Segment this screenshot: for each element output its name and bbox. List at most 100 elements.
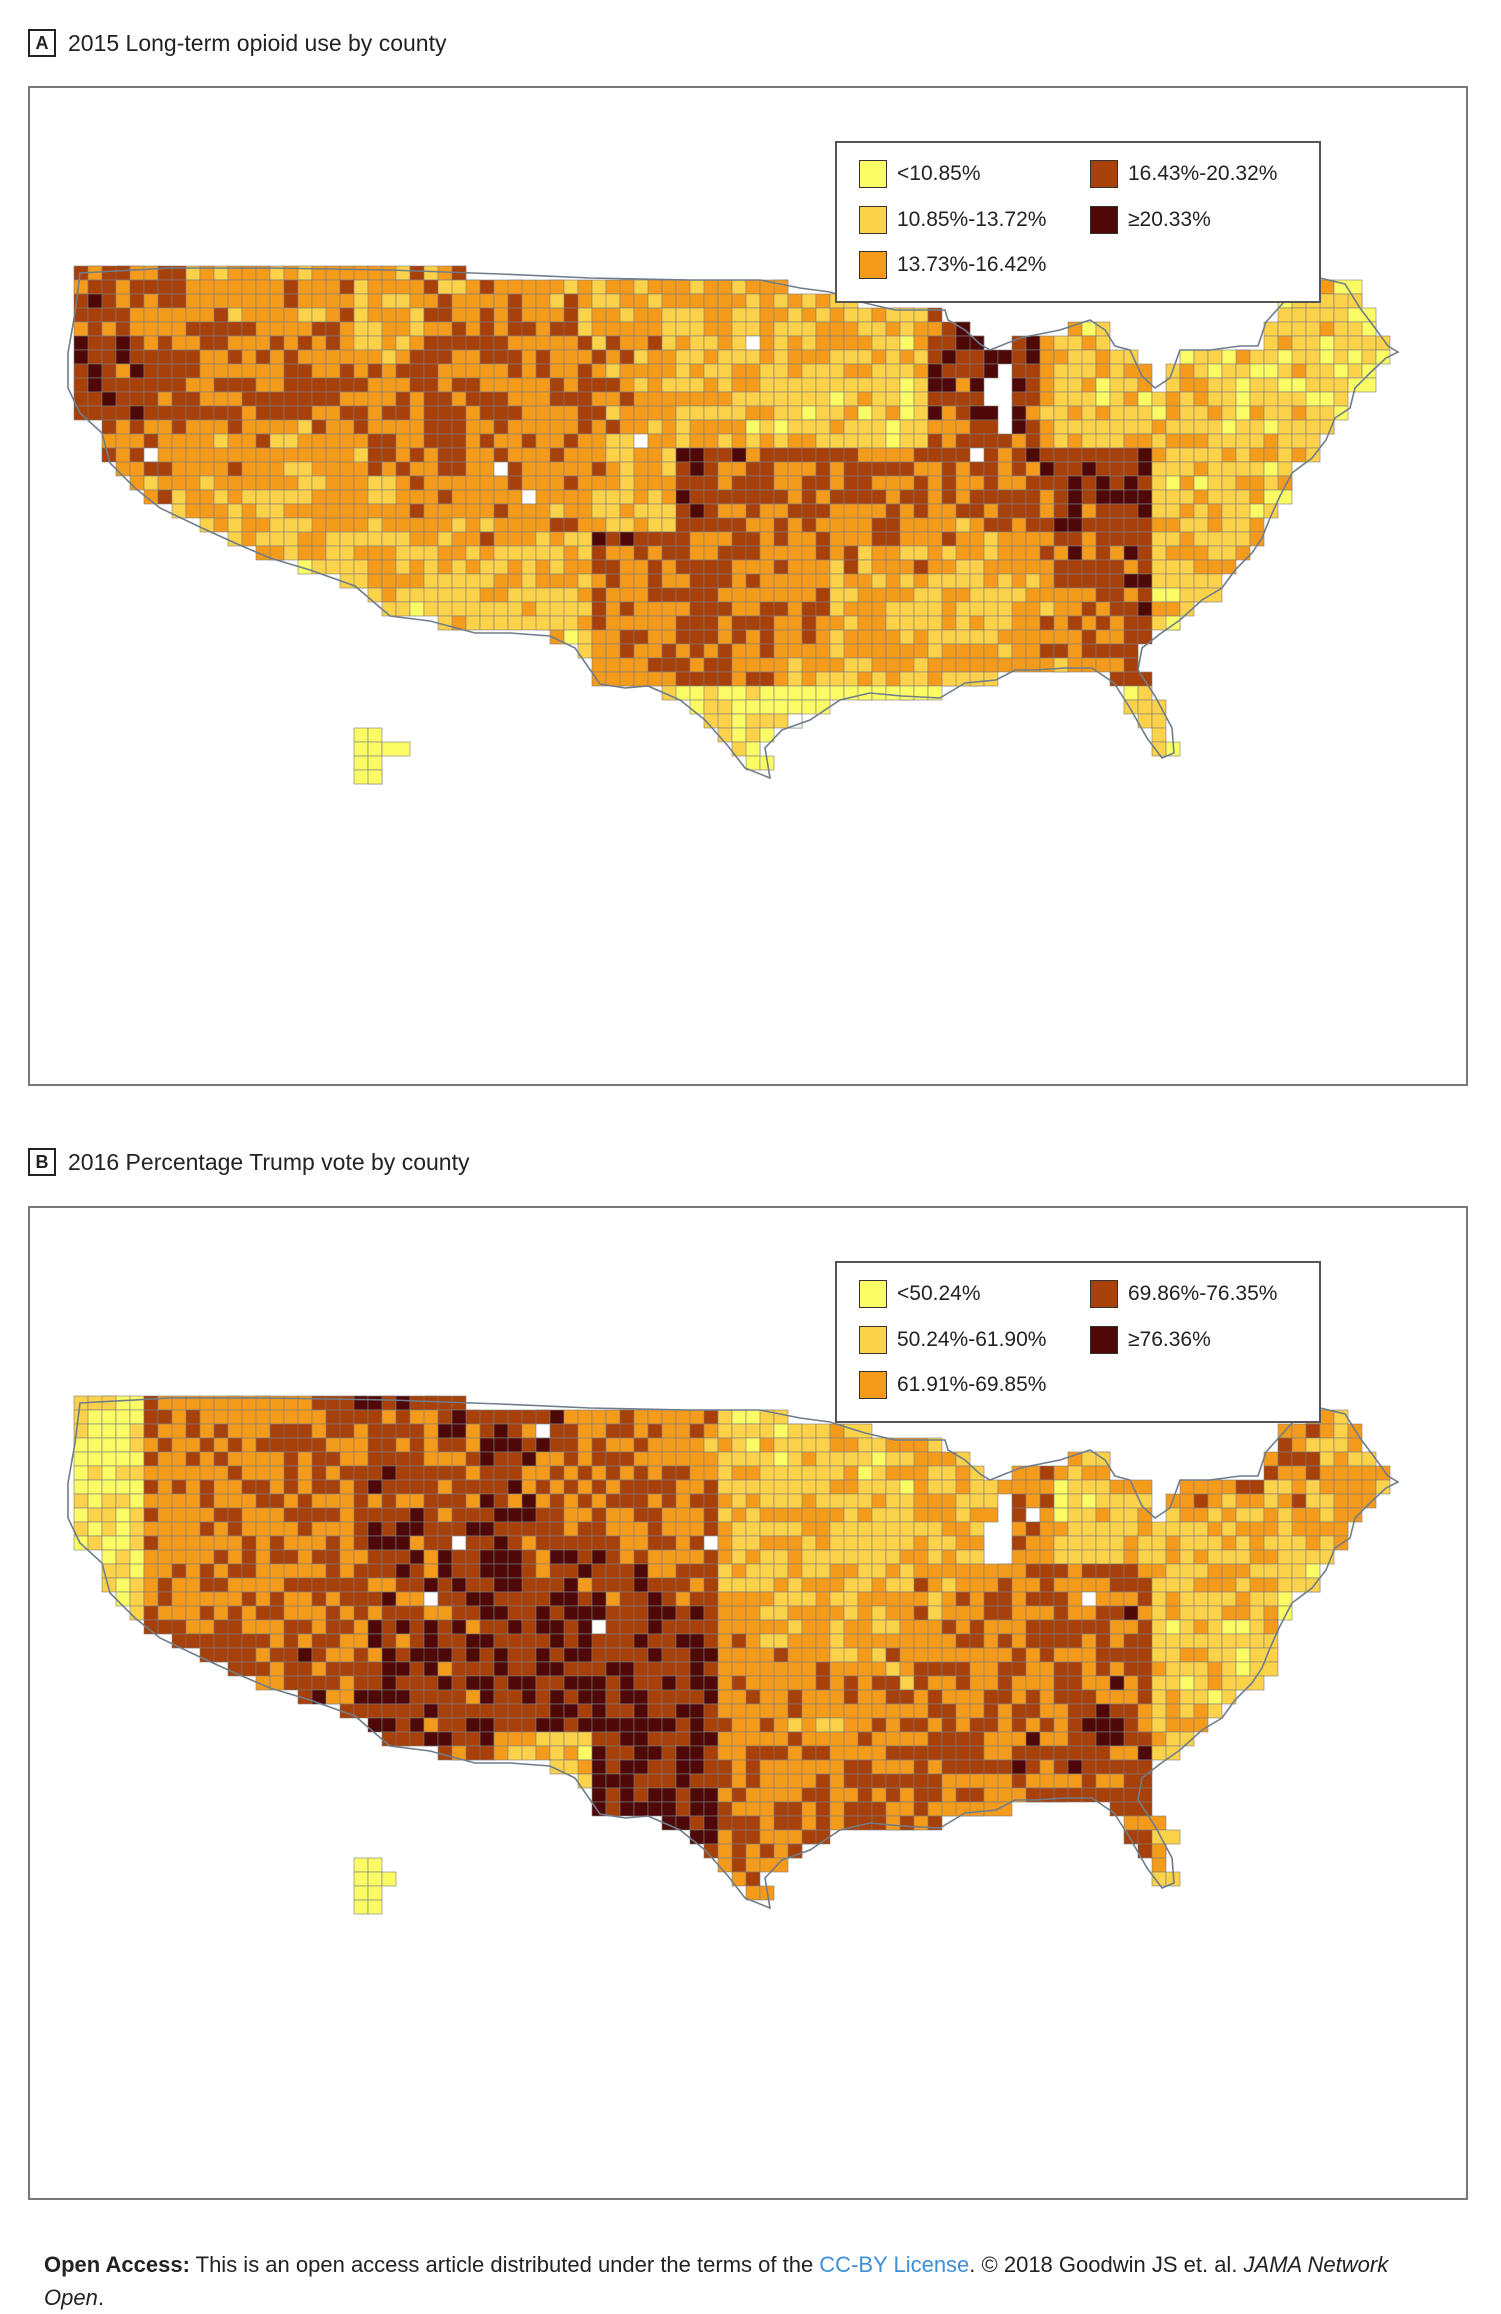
county-cell bbox=[759, 671, 775, 687]
county-cell bbox=[899, 1563, 915, 1579]
county-cell bbox=[745, 643, 761, 659]
county-cell bbox=[535, 475, 551, 491]
county-cell bbox=[465, 307, 481, 323]
county-cell bbox=[913, 517, 929, 533]
county-cell bbox=[269, 1661, 285, 1677]
county-cell bbox=[605, 503, 621, 519]
county-cell bbox=[1067, 1773, 1083, 1789]
county-cell bbox=[1207, 503, 1223, 519]
county-cell bbox=[787, 1619, 803, 1635]
county-cell bbox=[927, 1619, 943, 1635]
county-cell bbox=[997, 1745, 1013, 1761]
county-cell bbox=[549, 335, 565, 351]
county-cell bbox=[297, 1675, 313, 1691]
county-cell bbox=[241, 1619, 257, 1635]
county-cell bbox=[465, 405, 481, 421]
county-cell bbox=[493, 475, 509, 491]
county-cell bbox=[143, 1605, 159, 1621]
county-cell bbox=[143, 1437, 159, 1453]
county-cell bbox=[255, 1493, 271, 1509]
county-cell bbox=[857, 1535, 873, 1551]
county-cell bbox=[591, 1675, 607, 1691]
county-cell bbox=[591, 307, 607, 323]
county-cell bbox=[619, 657, 635, 673]
county-cell bbox=[1053, 1605, 1069, 1621]
county-cell bbox=[1011, 391, 1027, 407]
county-cell bbox=[493, 1689, 509, 1705]
county-cell bbox=[1319, 391, 1335, 407]
county-cell bbox=[1137, 629, 1153, 645]
county-cell bbox=[465, 1717, 481, 1733]
county-cell bbox=[955, 1591, 971, 1607]
county-cell bbox=[381, 1493, 397, 1509]
county-cell bbox=[843, 1759, 859, 1775]
county-cell bbox=[451, 1633, 467, 1649]
county-cell bbox=[885, 335, 901, 351]
county-cell bbox=[605, 1563, 621, 1579]
county-cell bbox=[801, 461, 817, 477]
county-cell bbox=[969, 657, 985, 673]
county-cell bbox=[689, 643, 705, 659]
county-cell bbox=[185, 1409, 201, 1425]
county-cell bbox=[1081, 1745, 1097, 1761]
county-cell bbox=[1039, 1535, 1055, 1551]
county-cell bbox=[129, 293, 145, 309]
county-cell bbox=[885, 1633, 901, 1649]
county-cell bbox=[1291, 1451, 1307, 1467]
county-cell bbox=[619, 1745, 635, 1761]
county-cell bbox=[465, 335, 481, 351]
county-cell bbox=[1039, 349, 1055, 365]
county-cell bbox=[759, 419, 775, 435]
county-cell bbox=[997, 1787, 1013, 1803]
county-cell bbox=[717, 475, 733, 491]
county-cell bbox=[997, 349, 1013, 365]
county-cell bbox=[801, 601, 817, 617]
county-cell bbox=[1235, 1521, 1251, 1537]
county-cell bbox=[367, 1549, 383, 1565]
county-cell bbox=[437, 1409, 453, 1425]
county-cell bbox=[997, 1675, 1013, 1691]
county-cell bbox=[871, 545, 887, 561]
county-cell bbox=[647, 293, 663, 309]
county-cell bbox=[325, 1549, 341, 1565]
county-cell bbox=[689, 377, 705, 393]
county-cell bbox=[969, 643, 985, 659]
county-cell bbox=[787, 363, 803, 379]
county-cell bbox=[339, 1535, 355, 1551]
county-cell bbox=[801, 1661, 817, 1677]
county-cell bbox=[311, 1493, 327, 1509]
county-cell bbox=[1193, 447, 1209, 463]
county-cell bbox=[675, 447, 691, 463]
county-cell bbox=[241, 349, 257, 365]
cc-by-license-link[interactable]: CC-BY License bbox=[819, 2252, 970, 2277]
county-cell bbox=[787, 615, 803, 631]
county-cell bbox=[661, 405, 677, 421]
county-cell bbox=[745, 1745, 761, 1761]
county-cell bbox=[899, 1815, 915, 1831]
county-cell bbox=[1025, 1675, 1041, 1691]
county-cell bbox=[521, 503, 537, 519]
county-cell bbox=[451, 405, 467, 421]
county-cell bbox=[703, 1675, 719, 1691]
county-cell bbox=[1067, 1633, 1083, 1649]
county-cell bbox=[1193, 1535, 1209, 1551]
county-cell bbox=[759, 1563, 775, 1579]
county-cell bbox=[437, 1563, 453, 1579]
county-cell bbox=[619, 419, 635, 435]
county-cell bbox=[689, 489, 705, 505]
county-cell bbox=[297, 1605, 313, 1621]
county-cell bbox=[703, 545, 719, 561]
county-cell bbox=[843, 1535, 859, 1551]
county-cell bbox=[927, 447, 943, 463]
county-cell bbox=[717, 1409, 733, 1425]
county-cell bbox=[731, 1409, 747, 1425]
county-cell bbox=[1011, 517, 1027, 533]
county-cell bbox=[367, 755, 383, 771]
county-cell bbox=[703, 1423, 719, 1439]
panel-a-choropleth-map bbox=[67, 265, 1400, 785]
county-cell bbox=[577, 1409, 593, 1425]
county-cell bbox=[437, 461, 453, 477]
county-cell bbox=[619, 461, 635, 477]
county-cell bbox=[773, 1605, 789, 1621]
county-cell bbox=[1347, 1493, 1363, 1509]
